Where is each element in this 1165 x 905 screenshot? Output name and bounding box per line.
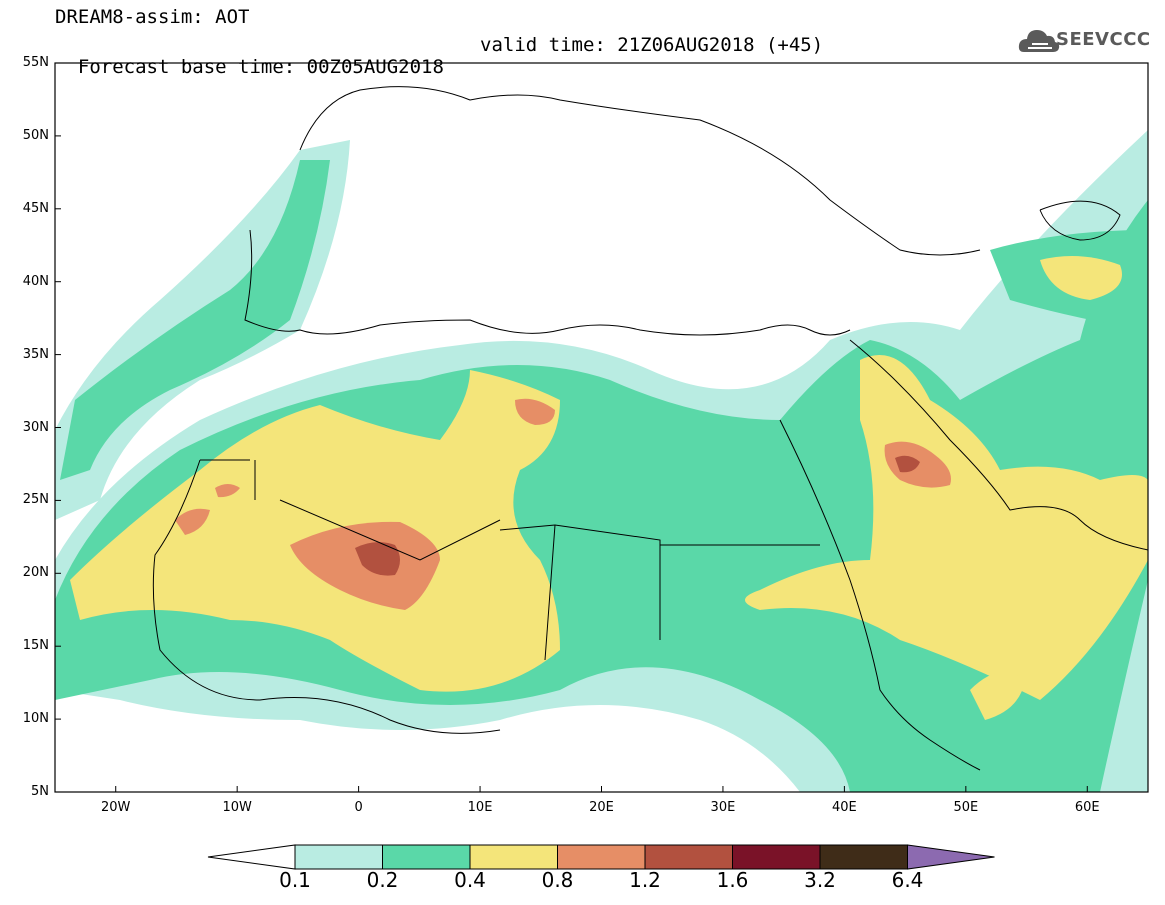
- lon-label: 10W: [222, 800, 252, 815]
- aot-band-0.2: [60, 160, 330, 480]
- lon-label: 20W: [101, 800, 131, 815]
- lon-label: 60E: [1074, 800, 1100, 815]
- aot-band-0.4: [70, 370, 560, 692]
- colorbar-swatch: [294, 844, 383, 870]
- lat-label: 45N: [22, 200, 49, 216]
- lat-label: 20N: [22, 565, 49, 581]
- lat-label: 30N: [22, 419, 49, 435]
- lat-label: 35N: [22, 346, 49, 362]
- lat-label: 50N: [22, 127, 49, 143]
- lon-label: 0: [354, 800, 363, 815]
- colorbar-over-arrow: [907, 844, 995, 870]
- colorbar-under-arrow: [207, 844, 296, 870]
- colorbar-swatch: [557, 844, 646, 870]
- colorbar-value: 6.4: [891, 868, 924, 892]
- colorbar-swatch: [469, 844, 558, 870]
- lon-label: 50E: [953, 800, 979, 815]
- valid-time-text: valid time: 21Z06AUG2018 (+45): [480, 34, 824, 56]
- lat-label: 25N: [22, 492, 49, 508]
- lat-label: 5N: [31, 784, 49, 799]
- axis-ticks: [55, 62, 1088, 793]
- cloud-logo-icon: [1018, 30, 1060, 52]
- lon-label: 30E: [710, 800, 736, 815]
- forecast-base-time: Forecast base time: 00Z05AUG2018 valid t…: [55, 34, 823, 100]
- lat-label: 55N: [22, 55, 49, 70]
- colorbar-value: 0.1: [279, 868, 311, 892]
- colorbar-value: 0.8: [541, 868, 574, 892]
- colorbar-swatch: [382, 844, 471, 870]
- colorbar-swatch: [819, 844, 908, 870]
- coastlines: [152, 86, 1148, 771]
- aot-band-1.2: [355, 542, 400, 576]
- colorbar-swatch: [644, 844, 733, 870]
- colorbar-value: 3.2: [804, 868, 836, 892]
- colorbar-value: 0.2: [366, 868, 399, 892]
- lat-label: 40N: [22, 273, 49, 289]
- colorbar-value: 1.2: [629, 868, 661, 892]
- colorbar-value: 0.4: [454, 868, 486, 892]
- colorbar-swatch: [732, 844, 821, 870]
- lat-label: 15N: [22, 638, 49, 654]
- base-time-text: Forecast base time: 00Z05AUG2018: [77, 56, 444, 78]
- logo-text: SEEVCCC: [1056, 29, 1151, 50]
- lat-label: 10N: [22, 711, 49, 727]
- aot-field: [55, 130, 1148, 792]
- colorbar-value: 1.6: [716, 868, 749, 892]
- lon-label: 20E: [589, 800, 614, 815]
- lon-label: 10E: [467, 800, 493, 815]
- map-title: DREAM8-assim: AOT: [55, 6, 250, 28]
- lon-label: 40E: [831, 800, 857, 815]
